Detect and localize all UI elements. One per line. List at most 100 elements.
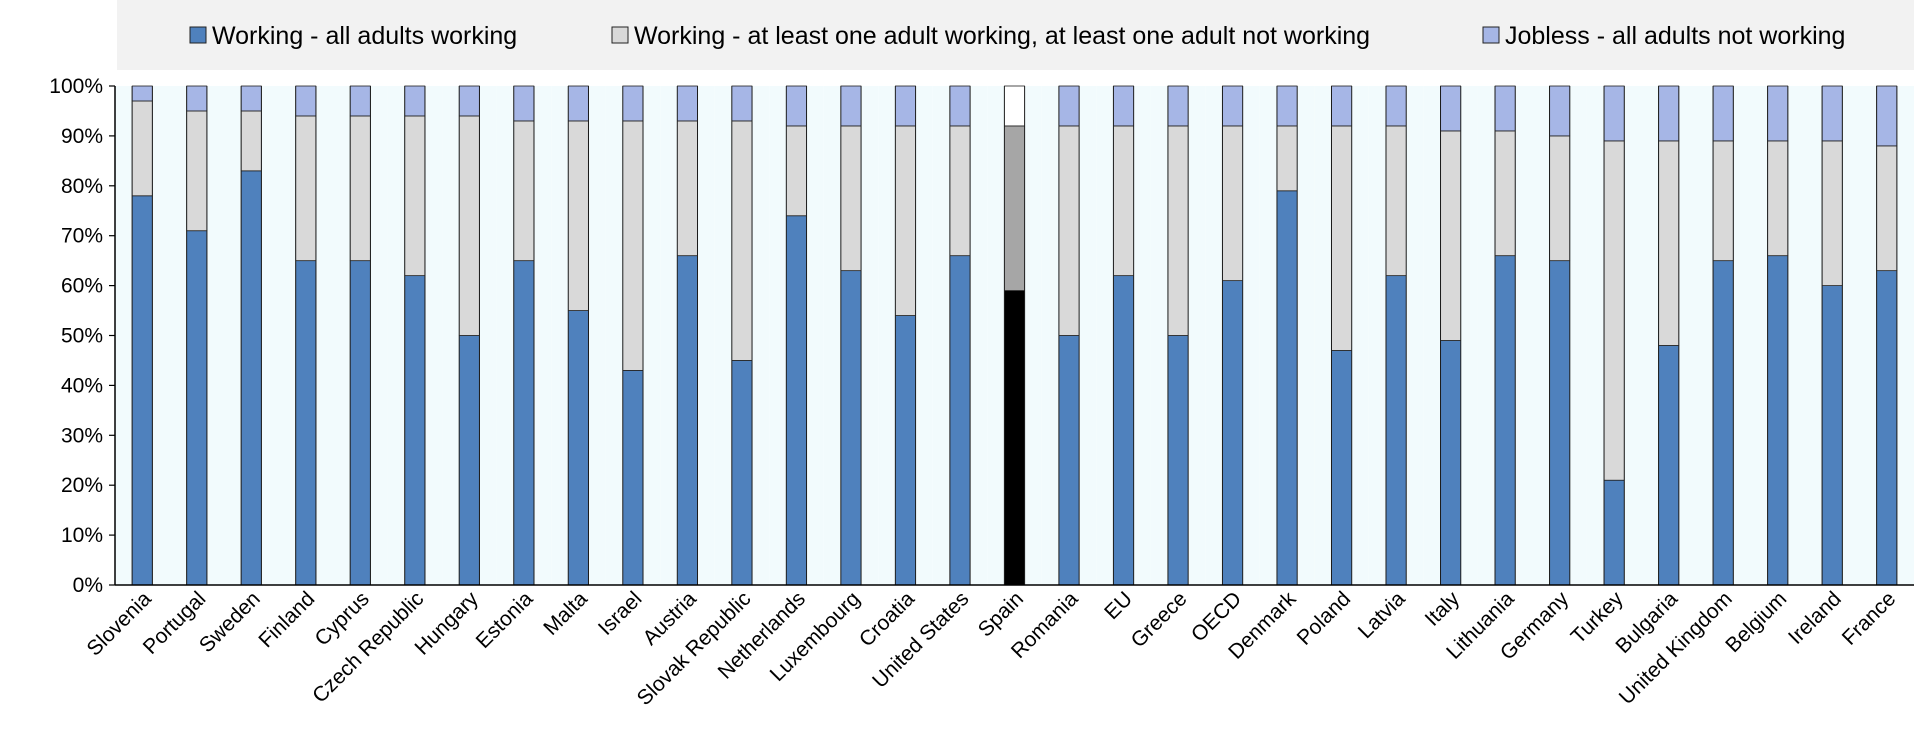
bar-segment-greece-s0	[1167, 335, 1189, 586]
bar-segment-austria-s0	[677, 255, 698, 586]
background-stripe	[315, 86, 334, 585]
background-stripe	[387, 86, 405, 585]
background-stripe	[1896, 86, 1914, 585]
bar-segment-slovak-republic-s2	[731, 85, 753, 122]
bar-segment-spain-s1	[1004, 125, 1025, 291]
background-stripe	[860, 86, 879, 585]
background-stripe	[697, 86, 715, 585]
y-tick-label: 40%	[61, 374, 103, 397]
bar-segment-france-s2	[1876, 85, 1898, 147]
bar-segment-slovak-republic-s1	[731, 120, 753, 361]
background-stripe	[1368, 86, 1387, 585]
background-stripe	[1406, 86, 1424, 585]
category-label: Italy	[1421, 587, 1465, 631]
category-label: Estonia	[472, 587, 538, 653]
background-stripe	[278, 86, 296, 585]
bar-segment-united-states-s1	[949, 125, 971, 257]
category-label: Malta	[539, 587, 592, 640]
background-stripe	[115, 86, 133, 585]
bar-segment-germany-s2	[1549, 85, 1571, 137]
y-tick-label: 30%	[61, 424, 103, 447]
background-stripe	[1024, 86, 1042, 585]
bar-segment-sweden-s1	[240, 110, 262, 172]
bar-segment-poland-s1	[1331, 125, 1352, 351]
y-tick-label: 0%	[73, 574, 103, 597]
bar-segment-luxembourg-s1	[840, 125, 862, 272]
bar-segment-germany-s1	[1549, 135, 1571, 262]
category-label: Latvia	[1354, 587, 1410, 643]
bar-segment-romania-s2	[1058, 85, 1080, 127]
background-stripe	[588, 86, 606, 585]
bars-layer	[131, 85, 1898, 586]
bar-segment-slovenia-s2	[131, 85, 153, 102]
bar-segment-hungary-s0	[458, 335, 480, 586]
background-stripe	[1096, 86, 1114, 585]
bar-segment-sweden-s2	[240, 85, 262, 112]
bar-segment-israel-s0	[622, 370, 644, 586]
bar-segment-turkey-s1	[1603, 140, 1625, 481]
bar-segment-estonia-s0	[513, 260, 535, 586]
background-stripe	[1351, 86, 1369, 585]
category-label: Israel	[594, 587, 647, 640]
bar-segment-estonia-s2	[513, 85, 535, 122]
y-tick-label: 80%	[61, 175, 103, 198]
background-stripe	[1205, 86, 1223, 585]
background-stripe	[1477, 86, 1496, 585]
background-stripe	[333, 86, 351, 585]
bar-segment-ireland-s0	[1821, 285, 1843, 586]
bar-segment-israel-s2	[622, 85, 644, 122]
background-stripe	[823, 86, 841, 585]
background-stripe	[370, 86, 388, 585]
bar-segment-united-kingdom-s2	[1712, 85, 1734, 142]
background-stripe	[1804, 86, 1823, 585]
bar-segment-italy-s2	[1440, 85, 1462, 132]
bar-segment-turkey-s2	[1603, 85, 1625, 142]
bar-segment-turkey-s0	[1603, 479, 1625, 586]
background-stripe	[1586, 86, 1605, 585]
bar-segment-oecd-s1	[1222, 125, 1243, 282]
bar-segment-romania-s0	[1058, 335, 1080, 586]
bar-segment-poland-s2	[1331, 85, 1352, 127]
legend: Working - all adults working Working - at…	[117, 0, 1914, 70]
background-stripe	[1624, 86, 1642, 585]
background-stripe	[224, 86, 242, 585]
bar-segment-france-s1	[1876, 145, 1898, 272]
legend-label: Working - at least one adult working, at…	[634, 22, 1370, 50]
background-stripe	[496, 86, 514, 585]
background-stripe	[1569, 86, 1587, 585]
bar-segment-croatia-s0	[895, 315, 916, 586]
bar-segment-netherlands-s2	[786, 85, 807, 127]
bar-segment-belgium-s0	[1767, 255, 1789, 586]
bar-segment-latvia-s0	[1385, 275, 1407, 586]
background-stripe	[1733, 86, 1751, 585]
background-stripe	[533, 86, 552, 585]
background-stripe	[551, 86, 569, 585]
background-stripe	[1188, 86, 1206, 585]
background-stripe	[1641, 86, 1659, 585]
legend-background	[117, 0, 1914, 70]
bar-segment-sweden-s0	[240, 170, 262, 586]
bar-segment-hungary-s1	[458, 115, 480, 336]
bar-segment-poland-s0	[1331, 350, 1352, 586]
category-label: United States	[868, 587, 973, 692]
bar-segment-cyprus-s2	[349, 85, 371, 117]
bar-segment-eu-s2	[1113, 85, 1134, 127]
bar-segment-portugal-s0	[186, 230, 208, 586]
background-stripe	[1297, 86, 1315, 585]
bar-segment-netherlands-s1	[786, 125, 807, 217]
y-tick-label: 70%	[61, 225, 103, 248]
background-stripe	[932, 86, 950, 585]
bar-segment-denmark-s0	[1276, 190, 1298, 586]
bar-segment-lithuania-s2	[1494, 85, 1516, 132]
category-label: France	[1838, 587, 1900, 649]
background-stripe	[987, 86, 1005, 585]
legend-swatch	[189, 26, 207, 44]
bar-segment-latvia-s2	[1385, 85, 1407, 127]
y-tick-label: 10%	[61, 524, 103, 547]
legend-swatch	[1482, 26, 1500, 44]
bar-segment-italy-s0	[1440, 340, 1462, 586]
background-stripe	[969, 86, 988, 585]
bar-segment-malta-s1	[567, 120, 589, 311]
bar-segment-finland-s2	[295, 85, 317, 117]
